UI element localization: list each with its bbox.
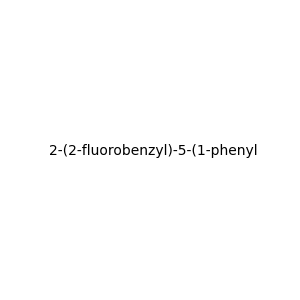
Text: 2-(2-fluorobenzyl)-5-(1-phenyl: 2-(2-fluorobenzyl)-5-(1-phenyl	[50, 145, 258, 158]
